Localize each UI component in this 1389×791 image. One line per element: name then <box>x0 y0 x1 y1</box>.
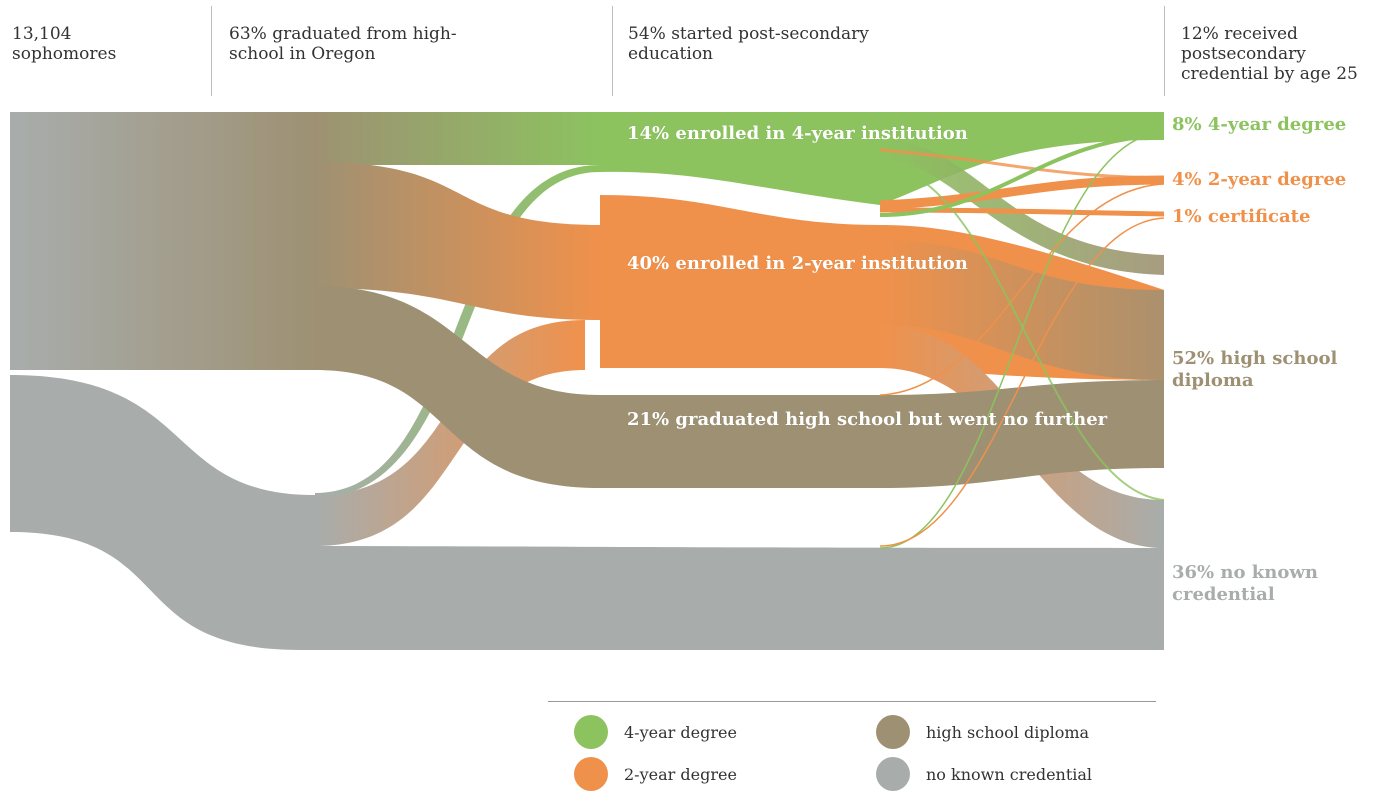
strand-four-year-to-two-year-degree <box>879 148 1165 180</box>
flow-graduates-to-hs-only <box>315 286 600 488</box>
legend-divider <box>548 701 1156 702</box>
stage-divider-3 <box>1164 6 1165 96</box>
stage-header-postsecondary: 54% started post-secondary education <box>628 24 869 64</box>
outcome-no-credential: 36% no known credential <box>1172 562 1318 605</box>
flow-two-year-to-hs-diploma <box>880 240 1164 380</box>
node-hs-only <box>600 380 1164 488</box>
legend-swatch-no-credential <box>876 757 910 791</box>
strand-four-year-to-no-credential <box>879 164 1165 501</box>
flow-label-hs-only: 21% graduated high school but went no fu… <box>627 409 1108 430</box>
legend-item-hs-diploma: high school diploma <box>876 715 1089 749</box>
flow-sophomores-to-graduates <box>10 112 315 370</box>
strand-gray-to-certificate <box>879 217 1165 547</box>
legend-label-two-year: 2-year degree <box>624 764 737 784</box>
stage-divider-2 <box>612 6 613 96</box>
flow-gray-to-two-year <box>315 320 585 546</box>
flow-label-two-year: 40% enrolled in 2-year institution <box>627 253 968 274</box>
strand-two-year-to-four-year-degree <box>879 133 1165 217</box>
legend-item-two-year: 2-year degree <box>574 757 737 791</box>
flow-label-four-year: 14% enrolled in 4-year institution <box>627 123 968 144</box>
flow-sophomores-to-no-credential <box>10 375 1164 650</box>
stage-header-graduated: 63% graduated from high-school in Oregon <box>229 24 457 64</box>
outcome-four-year-degree: 8% 4-year degree <box>1172 114 1347 135</box>
strand-hs-to-two-year-degree <box>879 183 1165 396</box>
flow-graduates-to-two-year <box>315 162 600 320</box>
stage-header-sophomores: 13,104 sophomores <box>12 24 117 64</box>
legend-label-no-credential: no known credential <box>926 764 1093 784</box>
legend-label-hs-diploma: high school diploma <box>926 722 1090 742</box>
legend-item-four-year: 4-year degree <box>574 715 737 749</box>
strand-two-year-to-two-year-degree <box>879 175 1165 210</box>
legend-item-no-credential: no known credential <box>876 757 1092 791</box>
legend-swatch-hs-diploma <box>876 715 910 749</box>
sankey-diagram <box>10 112 1165 650</box>
flow-graduates-to-four-year <box>315 112 600 165</box>
flow-four-year-to-hs-diploma <box>880 140 1164 275</box>
stage-divider-1 <box>211 6 212 96</box>
strand-gray-to-four-year-degree <box>879 131 1165 549</box>
legend-label-four-year: 4-year degree <box>624 722 737 742</box>
outcome-two-year-degree: 4% 2-year degree <box>1172 169 1347 190</box>
legend-swatch-two-year <box>574 757 608 791</box>
legend-swatch-four-year <box>574 715 608 749</box>
outcome-certificate: 1% certificate <box>1172 206 1311 227</box>
stage-header-credential: 12% received postsecondary credential by a… <box>1181 24 1358 84</box>
outcome-hs-diploma: 52% high school diploma <box>1172 348 1338 391</box>
flow-gray-to-four-year <box>315 165 600 498</box>
